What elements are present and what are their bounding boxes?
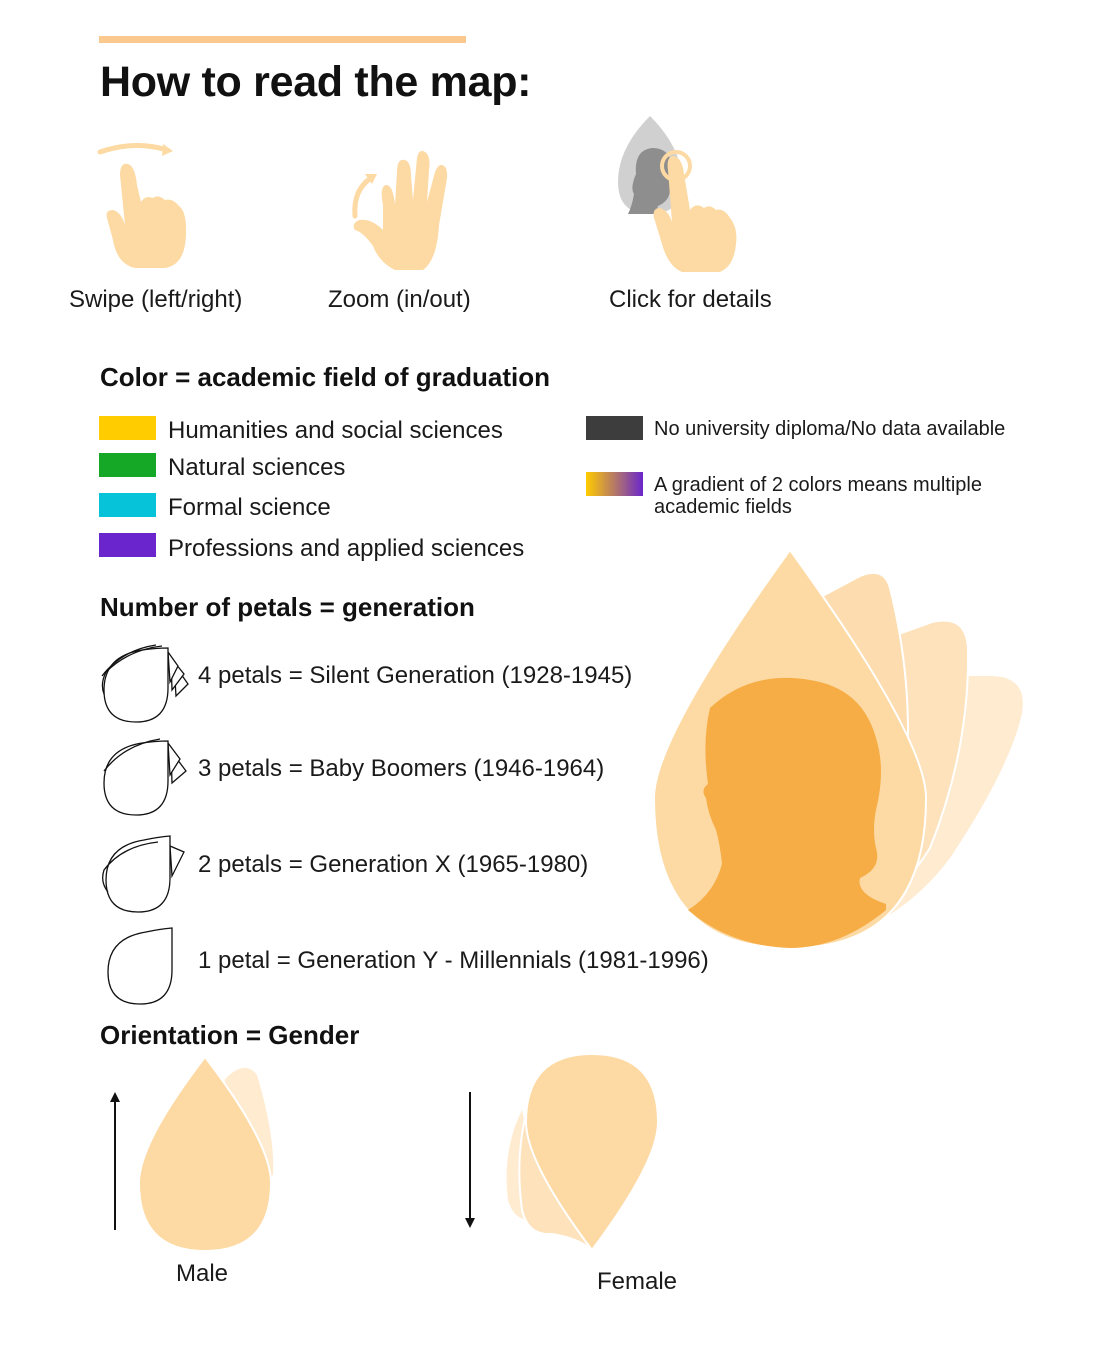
swipe-hand-icon <box>95 140 195 275</box>
male-petal-icon <box>135 1055 280 1255</box>
professions-swatch <box>99 533 156 557</box>
color-section-heading: Color = academic field of graduation <box>100 362 551 392</box>
gradient-swatch <box>586 472 643 496</box>
natural-sciences-label: Natural sciences <box>168 454 346 481</box>
swipe-label: Swipe (left/right) <box>69 286 243 313</box>
two-petals-icon <box>98 834 193 916</box>
up-arrow-icon <box>105 1090 125 1232</box>
four-petals-icon <box>98 644 193 726</box>
humanities-label: Humanities and social sciences <box>168 417 503 444</box>
formal-science-label: Formal science <box>168 494 331 521</box>
three-petals-label: 3 petals = Baby Boomers (1946-1964) <box>198 755 605 782</box>
zoom-label: Zoom (in/out) <box>328 286 471 313</box>
natural-sciences-swatch <box>99 453 156 477</box>
page-title: How to read the map: <box>100 58 532 106</box>
example-flower-icon <box>650 548 1030 953</box>
female-petal-icon <box>500 1050 665 1255</box>
zoom-hand-icon <box>345 150 455 275</box>
gradient-label: A gradient of 2 colors means multiple ac… <box>654 474 982 518</box>
accent-bar <box>99 36 466 43</box>
two-petals-label: 2 petals = Generation X (1965-1980) <box>198 851 589 878</box>
four-petals-label: 4 petals = Silent Generation (1928-1945) <box>198 662 633 689</box>
one-petal-label: 1 petal = Generation Y - Millennials (19… <box>198 947 709 974</box>
female-label: Female <box>597 1268 678 1295</box>
formal-science-swatch <box>99 493 156 517</box>
click-label: Click for details <box>609 286 772 313</box>
click-hand-icon <box>612 114 742 274</box>
humanities-swatch <box>99 416 156 440</box>
no-diploma-label: No university diploma/No data available <box>654 418 1006 440</box>
down-arrow-icon <box>460 1090 480 1232</box>
one-petal-icon <box>100 926 180 1008</box>
male-label: Male <box>176 1260 229 1287</box>
orientation-section-heading: Orientation = Gender <box>100 1020 360 1050</box>
no-diploma-swatch <box>586 416 643 440</box>
three-petals-icon <box>98 737 193 819</box>
professions-label: Professions and applied sciences <box>168 535 525 562</box>
petals-section-heading: Number of petals = generation <box>100 592 475 622</box>
